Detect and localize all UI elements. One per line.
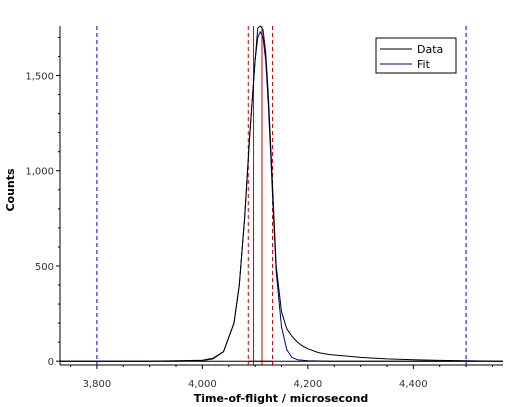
y-tick-label: 500 xyxy=(35,262,54,273)
x-tick-label: 4,400 xyxy=(399,379,428,390)
legend-box xyxy=(375,37,457,74)
y-tick-label: 1,500 xyxy=(25,72,54,83)
y-axis-title: Counts xyxy=(4,168,17,212)
x-tick-label: 4,000 xyxy=(188,379,217,390)
y-tick-label: 0 xyxy=(48,357,54,368)
legend: Data Fit xyxy=(375,37,457,74)
axes: 0 500 1,000 1,500 3,800 4,000 4,200 4,400 xyxy=(25,26,503,390)
series-line-data xyxy=(60,25,504,362)
y-tick-label: 1,000 xyxy=(25,167,54,178)
x-tick-label: 3,800 xyxy=(83,379,112,390)
x-tick-label: 4,200 xyxy=(294,379,323,390)
legend-label-data: Data xyxy=(417,43,443,56)
x-axis-title: Time-of-flight / microsecond xyxy=(194,392,369,405)
legend-label-fit: Fit xyxy=(417,58,431,71)
